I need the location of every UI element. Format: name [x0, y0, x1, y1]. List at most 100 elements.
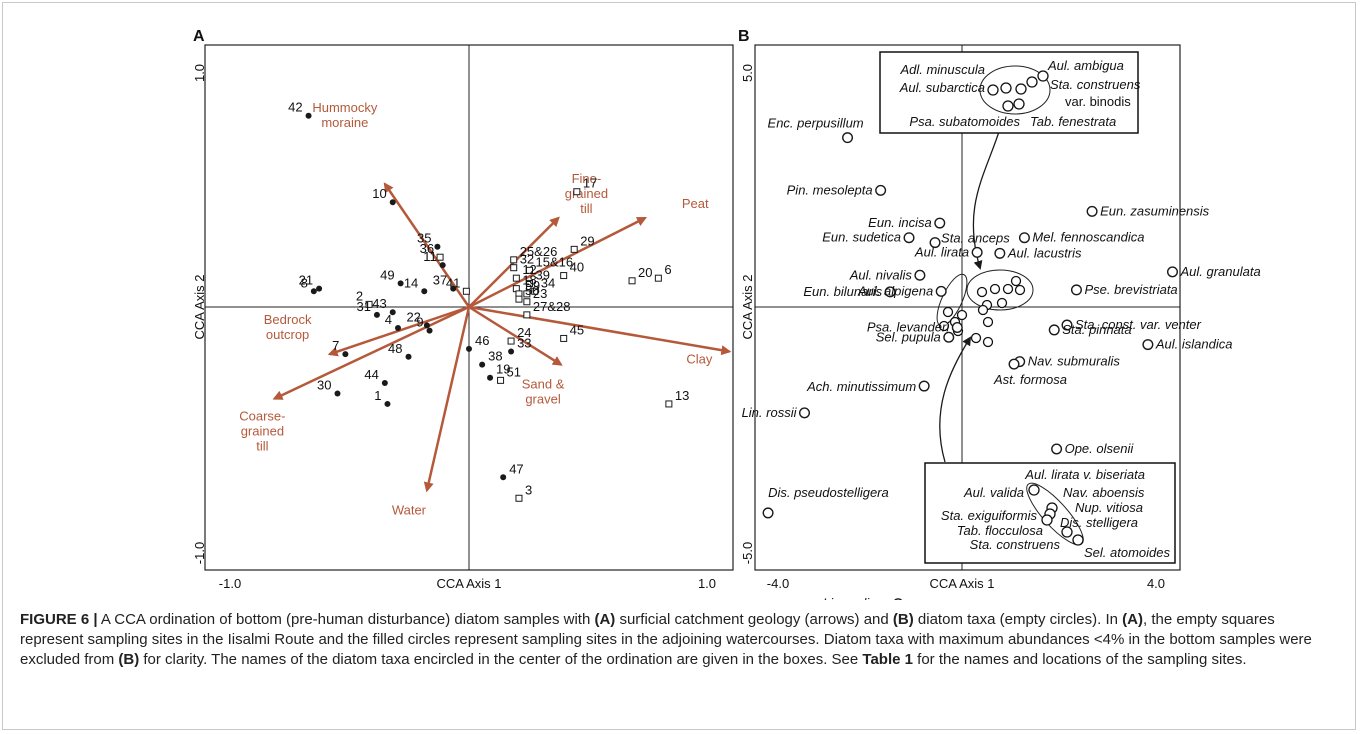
taxon-circle-marker — [994, 247, 1006, 259]
figure-caption: FIGURE 6 | A CCA ordination of bottom (p… — [20, 610, 1340, 670]
bottom-taxa-box: Aul. lirata v. biseriata Aul. valida Nav… — [924, 462, 1176, 564]
geology-arrow-label: Sand & gravel — [522, 377, 565, 407]
site-label: 46 — [475, 333, 489, 348]
site-label: 29 — [580, 233, 594, 248]
taxon-circle-marker — [1142, 339, 1154, 351]
caption-ref: (B) — [892, 611, 914, 628]
site-square-marker — [365, 300, 373, 308]
bottom-box-label: Tab. flocculosa — [957, 523, 1043, 538]
site-square-marker — [462, 287, 470, 295]
site-label: 6 — [664, 262, 671, 277]
site-circle-marker — [479, 361, 486, 368]
site-circle-marker — [426, 327, 433, 334]
caption-text: , the empty squares represent sampling s… — [20, 611, 1312, 668]
taxon-circle-marker — [762, 507, 774, 519]
site-circle-marker — [334, 390, 341, 397]
site-label: 10 — [372, 186, 386, 201]
panel-a-xtick-left: -1.0 — [219, 576, 241, 591]
caption-text: for clarity. The names of the diatom tax… — [139, 651, 863, 668]
site-label: 30 — [317, 377, 331, 392]
taxon-label: Aul. nivalis — [849, 267, 913, 282]
site-circle-marker — [421, 288, 428, 295]
taxon-circle-marker — [903, 232, 915, 244]
bottom-box-connector — [939, 336, 972, 463]
taxon-label: Nav. submuralis — [1028, 354, 1121, 369]
caption-ref: (A) — [594, 611, 616, 628]
bottom-box-label: Nav. aboensis — [1063, 485, 1145, 500]
site-circle-marker — [310, 288, 317, 295]
taxon-label: Sta. const. var. venter — [1075, 317, 1202, 332]
taxon-label: Enc. perpusillum — [768, 116, 864, 131]
site-circle-marker — [500, 474, 507, 481]
site-label: 7 — [332, 338, 339, 353]
caption-text: diatom taxa (empty circles). In — [913, 611, 1123, 628]
top-box-label: Tab. fenestrata — [1030, 114, 1116, 129]
taxon-circle-marker — [971, 246, 983, 258]
geology-arrow — [468, 305, 732, 356]
caption-ref: (B) — [118, 651, 140, 668]
site-square-marker — [510, 264, 518, 272]
bottom-box-label: Aul. valida — [963, 485, 1024, 500]
taxon-label: Pin. mesolepta — [787, 182, 873, 197]
site-circle-marker — [423, 322, 430, 329]
site-label: 36 — [420, 241, 434, 256]
panel-b-points: Enc. perpusillum Pin. mesolepta Eun. incis… — [742, 116, 1261, 600]
top-box-label: var. binodis — [1065, 94, 1131, 109]
taxon-label: Aul. lirata — [914, 244, 969, 259]
panel-a-label: A — [193, 28, 205, 45]
site-square-marker — [523, 298, 531, 306]
site-label: 24 — [517, 325, 531, 340]
taxon-label: Eun. zasuminensis — [1100, 203, 1210, 218]
site-square-marker — [525, 266, 533, 274]
taxon-label: Psa. levanderi — [867, 319, 950, 334]
taxon-label: Aul. granulata — [1179, 264, 1260, 279]
site-label: 8 — [301, 275, 308, 290]
taxon-label: Lin. radiosa — [823, 596, 890, 600]
taxon-circle-marker — [934, 217, 946, 229]
site-square-marker — [523, 290, 531, 298]
site-label: 50 — [525, 283, 539, 298]
taxon-circle-marker — [914, 269, 926, 281]
site-label: 5 — [525, 278, 532, 293]
taxon-label: Eun. sudetica — [822, 230, 901, 245]
site-label: 21 — [299, 273, 313, 288]
taxon-circle-marker — [894, 598, 903, 600]
geology-arrow — [272, 305, 470, 400]
taxon-label: Dis. pseudostelligera — [768, 485, 889, 500]
site-circle-marker — [439, 262, 446, 269]
site-label: 11 — [423, 249, 437, 264]
site-square-marker — [507, 337, 515, 345]
site-label: 19 — [496, 362, 510, 377]
site-square-marker — [560, 272, 568, 280]
bottom-box-label: Nup. vitiosa — [1075, 500, 1143, 515]
site-label: 27&28 — [533, 299, 571, 314]
taxon-label: Lin. rossii — [742, 405, 798, 420]
site-square-marker — [436, 253, 444, 261]
site-label: 3 — [525, 482, 532, 497]
panel-a-ylabel: CCA Axis 2 — [192, 274, 207, 339]
site-label: 37 — [433, 273, 447, 288]
taxon-label: Eun. bilunaris — [803, 284, 882, 299]
taxon-label: Aul. lacustris — [1007, 245, 1082, 260]
site-label: 47 — [509, 461, 523, 476]
taxon-circle-marker — [875, 184, 887, 196]
panel-a-ytick-bottom: -1.0 — [192, 542, 207, 564]
taxon-label: Sta. pinnata — [1062, 322, 1131, 337]
site-label: 38 — [488, 349, 502, 364]
caption-text: surficial catchment geology (arrows) and — [615, 611, 893, 628]
site-label: 39 — [535, 267, 549, 282]
site-label: 31 — [356, 299, 370, 314]
geology-arrow — [423, 306, 471, 493]
panel-b-xtick-left: -4.0 — [767, 576, 789, 591]
taxon-label: Aul. islandica — [1155, 337, 1233, 352]
site-circle-marker — [508, 348, 515, 355]
site-label: 9 — [416, 315, 423, 330]
caption-label: FIGURE 6 | — [20, 611, 98, 628]
site-circle-marker — [305, 112, 312, 119]
top-box-label: Adl. minuscula — [899, 62, 985, 77]
site-circle-marker — [394, 324, 401, 331]
site-circle-marker — [397, 280, 404, 287]
